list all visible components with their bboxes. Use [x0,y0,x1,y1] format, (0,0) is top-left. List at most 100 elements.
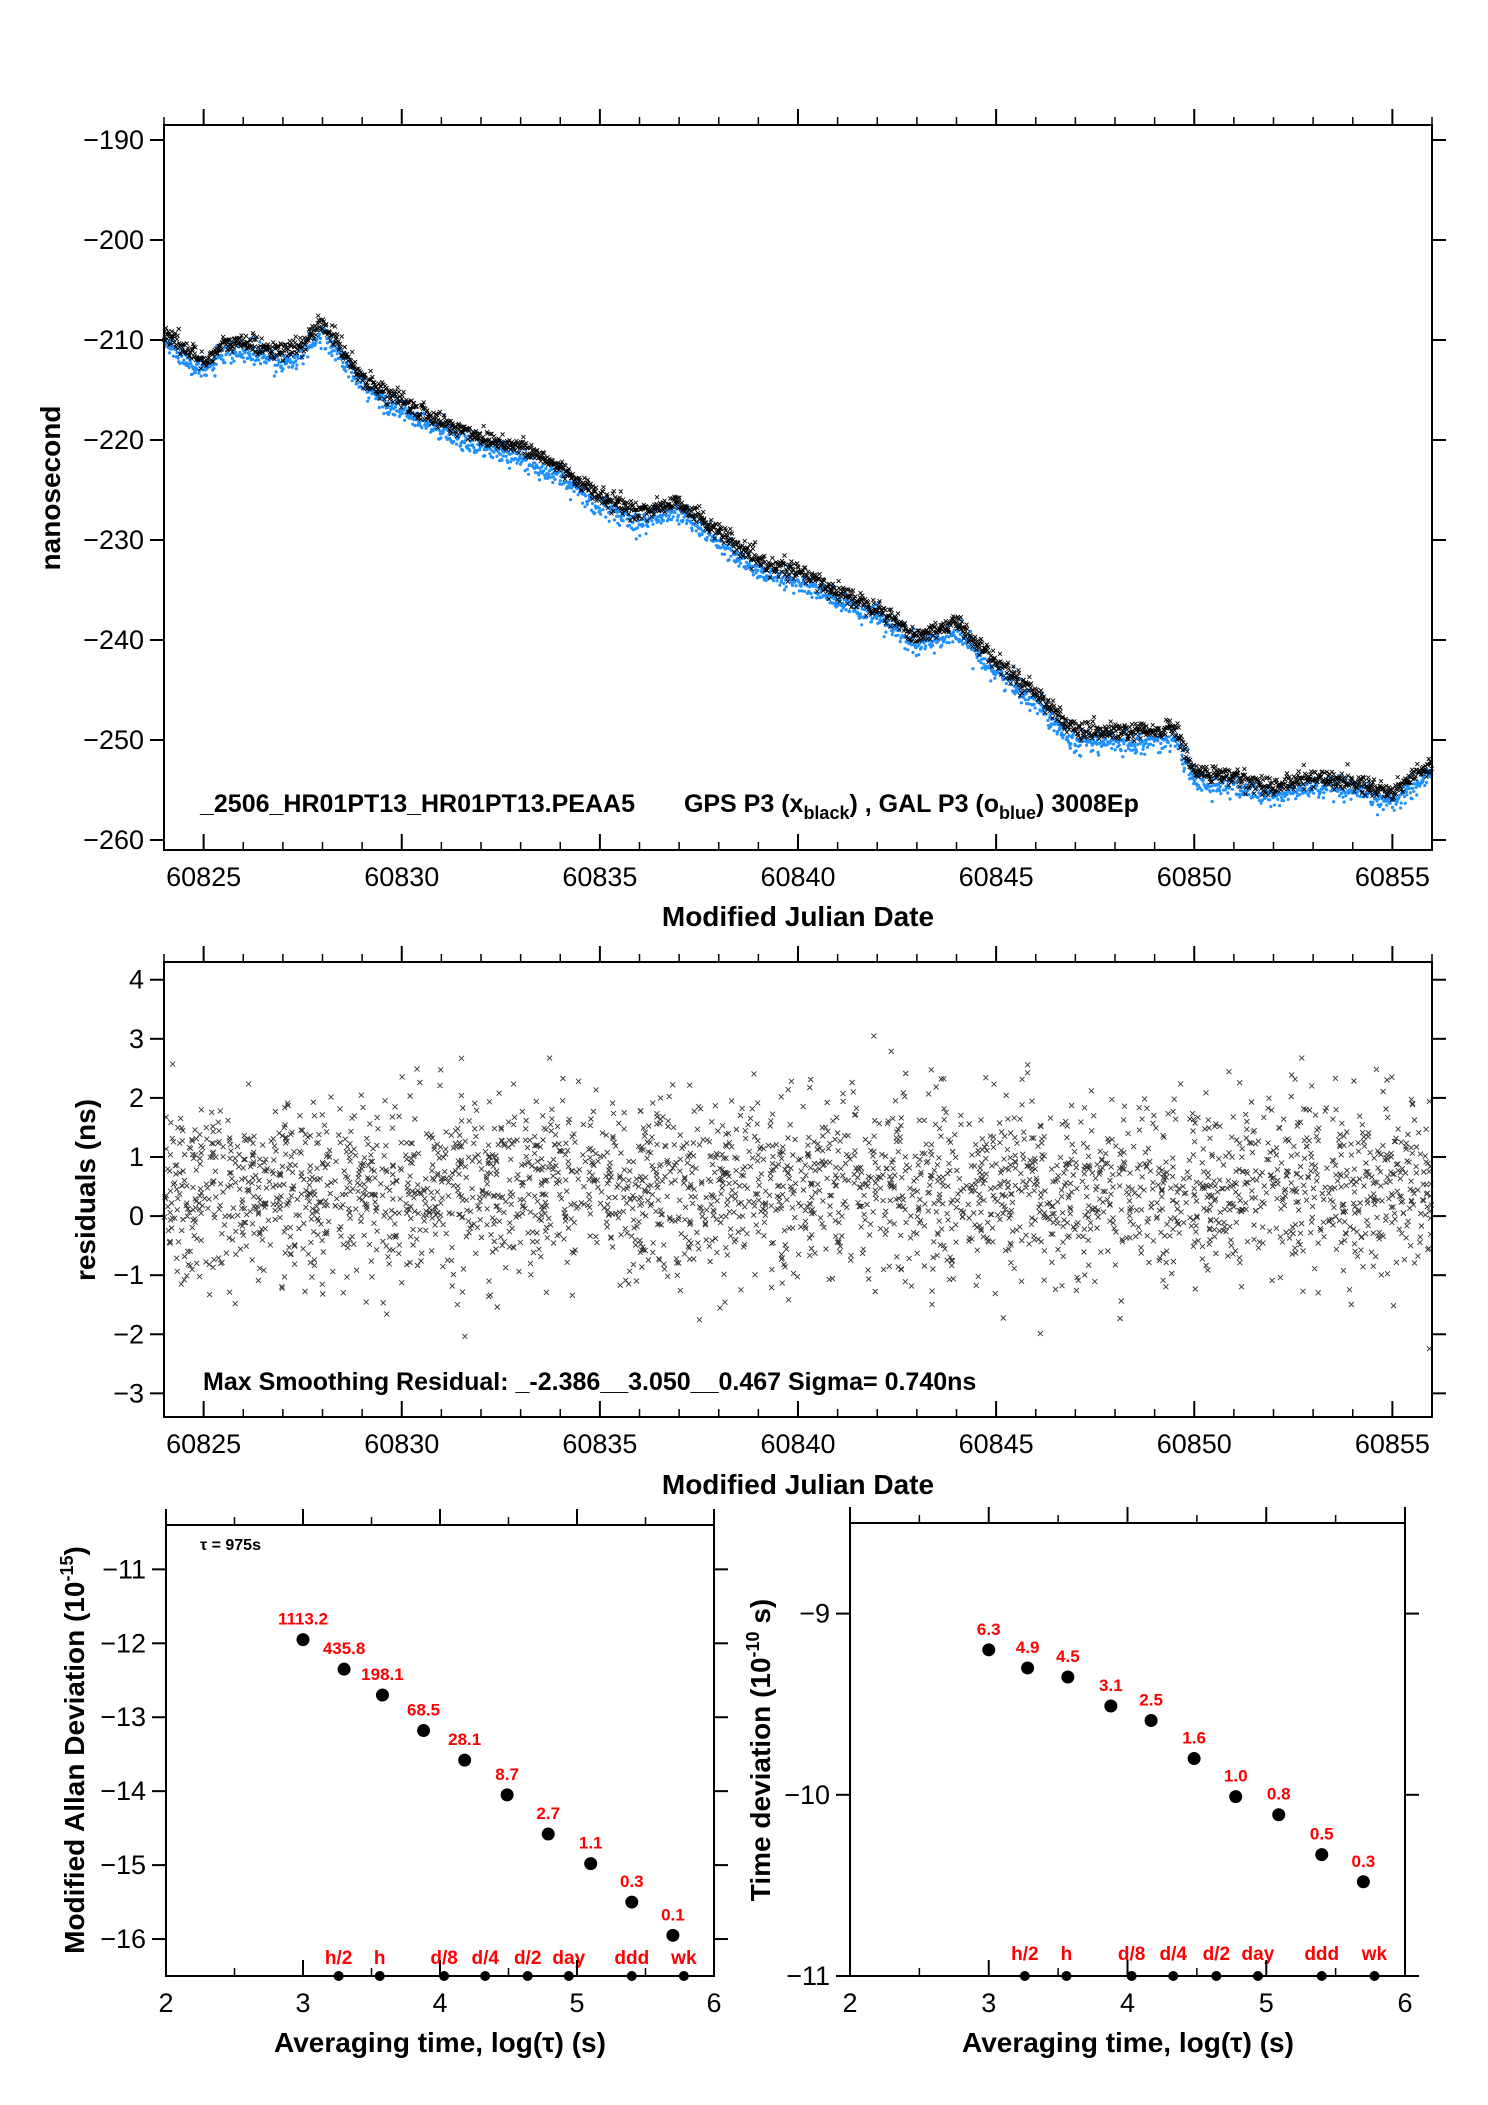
gal-point [1385,803,1389,807]
gal-point [248,355,252,359]
gal-point [1296,788,1300,792]
gal-point [646,525,650,529]
gal-point [1182,769,1186,773]
gal-point [241,356,245,360]
gal-point [690,529,694,533]
gal-point [1347,791,1351,795]
x-tick-label: 60830 [364,862,439,892]
gal-point [1228,797,1232,801]
gal-point [790,583,795,588]
gal-point [294,367,298,371]
gal-point [1268,798,1272,802]
gal-point [558,479,562,483]
gal-point [569,498,573,502]
gal-point [1230,787,1234,791]
gal-point [1023,698,1027,702]
gal-point [989,679,993,683]
gal-point [1307,794,1311,798]
gal-point [273,363,277,367]
gal-point [471,443,475,447]
gal-point [910,643,914,647]
gal-point [1210,799,1214,804]
gal-point [759,574,763,579]
gal-point [979,661,983,665]
gal-point [750,564,754,569]
gal-point [1074,749,1078,753]
gal-point [727,558,731,562]
gal-point [1208,790,1212,794]
gal-point [754,571,758,575]
gal-point [625,517,629,521]
gal-point [1423,783,1427,788]
gal-point [657,519,661,523]
gal-point [755,564,759,568]
gal-point [500,458,504,462]
gal-point [213,374,217,378]
gal-point [463,434,467,438]
gal-point [1295,791,1299,795]
gal-point [661,519,666,523]
gal-point [1237,792,1241,796]
gal-point [1317,795,1321,799]
x-tick-label: 60850 [1157,862,1232,892]
y-tick-label: −200 [83,225,144,255]
gal-point [553,477,557,481]
gal-point [598,509,602,513]
gal-point [187,365,191,370]
phase-annotation-gal-sub: blue [999,803,1036,823]
gal-point [782,588,787,592]
gal-point [844,608,848,612]
y-tick-label: −260 [83,825,144,855]
gal-point [1136,742,1140,747]
gal-point [491,456,495,460]
gal-point [223,361,227,365]
gal-point [983,657,987,661]
gal-point [917,653,921,657]
gal-point [669,518,674,522]
gal-point [1211,789,1215,793]
gal-point [1250,795,1255,799]
y-tick-label: −230 [83,525,144,555]
gal-point [1408,791,1412,795]
gal-point [1349,797,1353,801]
gal-point [1144,741,1148,745]
gal-point [599,512,603,516]
gal-point [226,350,230,354]
gal-point [547,469,551,473]
gal-point [1405,793,1409,797]
gal-point [1156,739,1160,743]
gal-point [478,448,482,452]
phase-annotation-gps: GPS P3 (x [684,790,804,818]
gal-point [1238,795,1242,799]
gal-point [211,363,215,367]
gal-point [751,573,755,577]
gal-point [671,515,675,519]
gal-point [739,561,743,565]
gal-point [1122,742,1126,746]
gal-point [1049,725,1053,729]
gal-point [681,518,685,523]
gal-point [1218,789,1222,793]
gal-point [809,592,813,596]
gal-point [1131,748,1135,752]
gal-point [170,347,174,351]
gal-point [196,362,200,366]
gal-point [499,447,503,451]
gal-point [1113,748,1117,752]
gal-point [1256,795,1260,799]
gal-point [1110,746,1114,751]
gal-point [498,452,502,456]
gal-point [221,358,225,362]
gal-point [1344,794,1348,798]
gal-point [737,564,741,568]
gal-point [744,560,749,564]
gal-point [1286,797,1290,802]
gal-point [1073,743,1078,748]
gal-point [176,356,180,360]
gal-point [355,381,359,385]
gal-point [1182,766,1187,771]
gal-point [839,609,844,613]
gal-point [463,441,467,445]
gal-point [1276,797,1280,802]
